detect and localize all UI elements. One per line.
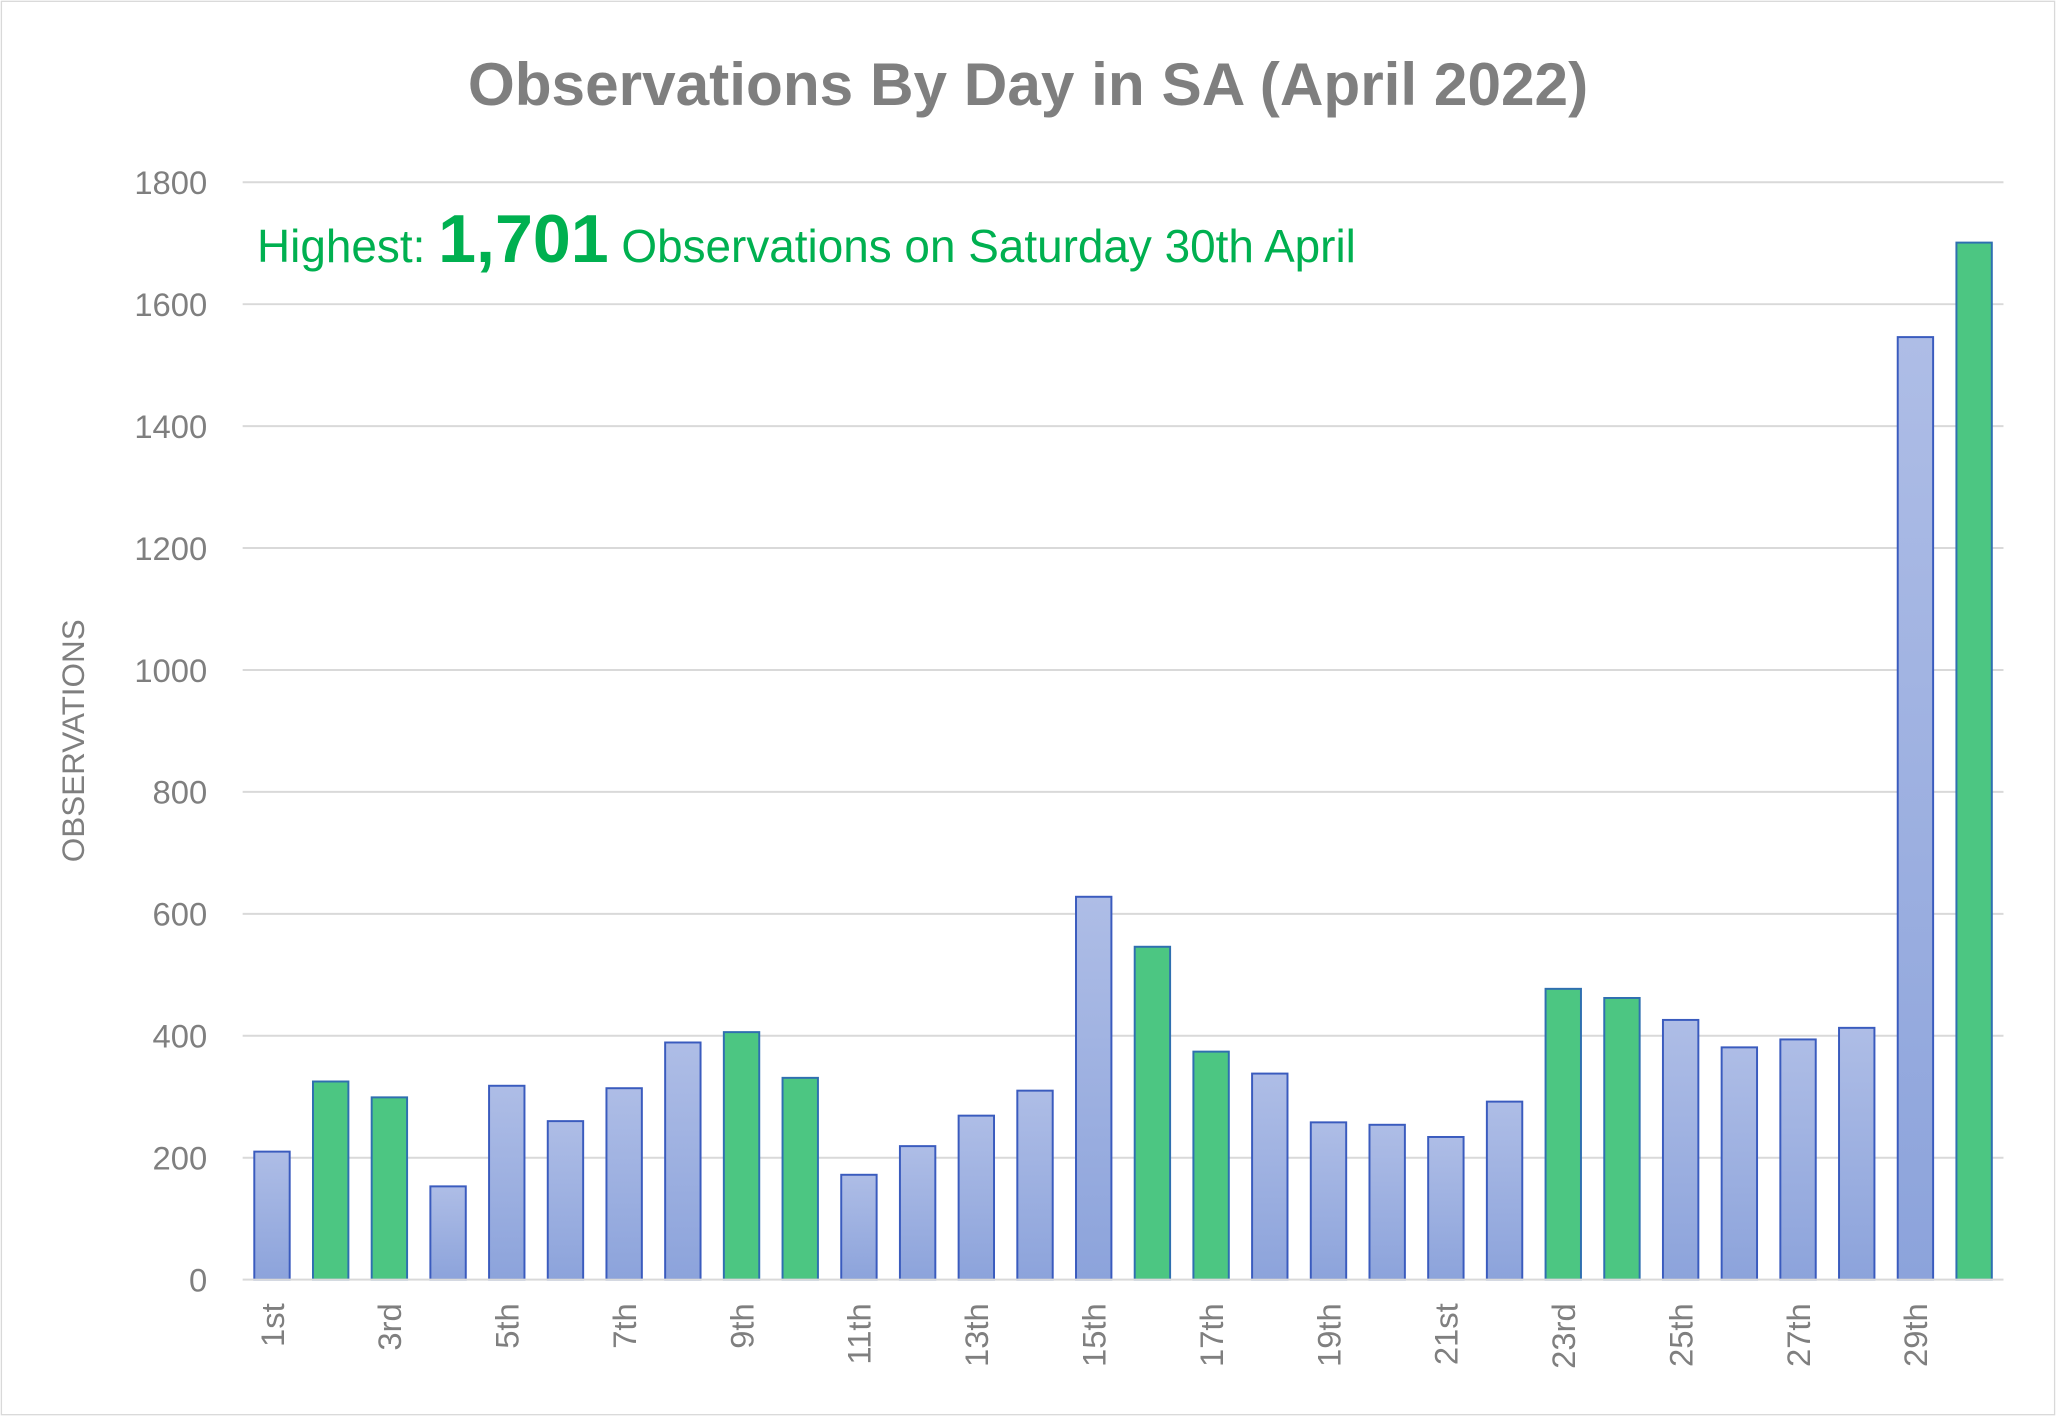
bar-9th <box>722 1031 761 1281</box>
bar-26th <box>1720 1046 1759 1281</box>
x-tick-label: 21st <box>1428 1303 1465 1365</box>
x-tick-label: 23rd <box>1545 1303 1582 1369</box>
bar-10th <box>781 1076 819 1281</box>
bar-11th <box>840 1173 878 1281</box>
annotation-prefix: Highest: <box>257 220 438 272</box>
bar-4th <box>429 1185 467 1281</box>
x-tick-label: 15th <box>1076 1303 1113 1367</box>
bar-12th <box>898 1145 937 1281</box>
bar-25th <box>1661 1018 1700 1281</box>
bar-30th <box>1955 241 1993 1281</box>
x-tick-label: 29th <box>1897 1303 1934 1367</box>
bar-15th <box>1075 895 1113 1281</box>
bar-21st <box>1427 1135 1465 1281</box>
bar-7th <box>605 1087 643 1281</box>
y-tick-label: 1000 <box>134 652 207 689</box>
y-tick-label: 0 <box>189 1261 207 1298</box>
bar-22nd <box>1485 1100 1524 1281</box>
annotation-value: 1,701 <box>438 201 609 277</box>
y-tick-label: 1400 <box>134 408 207 445</box>
bar-28th <box>1838 1026 1876 1281</box>
bar-14th <box>1016 1089 1054 1281</box>
bar-3rd <box>370 1096 409 1281</box>
bar-16th <box>1133 945 1172 1281</box>
x-tick-label: 19th <box>1310 1303 1347 1367</box>
highest-annotation: Highest: 1,701 Observations on Saturday … <box>257 201 1356 277</box>
bar-23rd <box>1544 987 1582 1281</box>
bar-2nd <box>312 1080 350 1281</box>
bar-17th <box>1192 1050 1230 1281</box>
bar-27th <box>1779 1038 1817 1281</box>
x-tick-label: 5th <box>489 1303 526 1349</box>
bar-5th <box>488 1084 526 1281</box>
x-tick-label: 25th <box>1662 1303 1699 1367</box>
y-axis-label: OBSERVATIONS <box>56 619 91 862</box>
y-axis-ticks: 0 200 400 600 800 1000 1200 1400 1600 1800 <box>134 164 207 1298</box>
bar-19th <box>1309 1121 1348 1281</box>
y-tick-label: 800 <box>153 774 208 811</box>
chart-title: Observations By Day in SA (April 2022) <box>468 50 1588 118</box>
y-tick-label: 200 <box>153 1140 208 1177</box>
x-axis-ticks: 1st 3rd 5th 7th 9th 11th 13th 15th 17th 19th 21st 2… <box>254 1303 1934 1369</box>
x-tick-label: 13th <box>958 1303 995 1367</box>
y-tick-label: 1800 <box>134 164 207 201</box>
bar-6th <box>546 1120 585 1281</box>
y-tick-label: 1600 <box>134 286 207 323</box>
bar-1st <box>253 1150 291 1281</box>
bar-24th <box>1603 996 1641 1281</box>
y-tick-label: 400 <box>153 1018 208 1055</box>
x-tick-label: 3rd <box>371 1303 408 1350</box>
bar-18th <box>1251 1072 1289 1281</box>
x-tick-label: 1st <box>254 1303 291 1347</box>
x-tick-label: 9th <box>723 1303 760 1349</box>
x-tick-label: 11th <box>841 1303 878 1364</box>
bar-20th <box>1368 1123 1406 1281</box>
x-tick-label: 7th <box>606 1303 643 1349</box>
bars <box>253 241 1993 1281</box>
y-tick-label: 1200 <box>134 530 207 567</box>
y-tick-label: 600 <box>153 896 208 933</box>
bar-8th <box>664 1041 702 1281</box>
x-tick-label: 27th <box>1780 1303 1817 1367</box>
bar-29th <box>1896 336 1935 1281</box>
x-tick-label: 17th <box>1193 1303 1230 1367</box>
annotation-suffix: Observations on Saturday 30th April <box>609 220 1356 272</box>
bar-13th <box>957 1114 996 1281</box>
gridlines <box>242 181 2004 1159</box>
